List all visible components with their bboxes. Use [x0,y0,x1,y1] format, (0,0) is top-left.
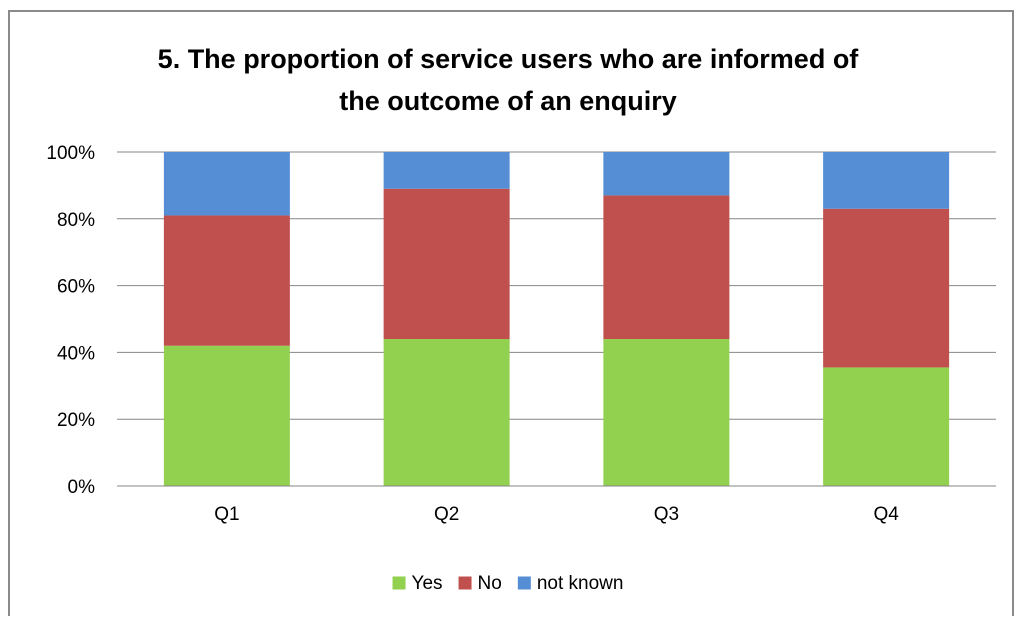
bar-yes [603,339,730,486]
x-tick-label: Q1 [214,504,239,525]
x-tick-label: Q4 [873,504,899,525]
bar-no [823,208,950,368]
x-tick-label: Q3 [654,504,679,525]
legend-swatch-yes [392,576,406,590]
legend-label: not known [537,573,624,594]
chart-title-line-1: 5. The proportion of service users who a… [158,44,860,74]
legend-swatch-no [458,576,472,590]
bar-not-known [383,152,510,189]
bar-not-known [823,152,950,209]
y-tick-label: 60% [57,277,95,298]
bar-not-known [163,152,290,216]
legend: Yes No not known [392,573,624,594]
bar-no [163,215,290,346]
chart-title-line-2: the outcome of an enquiry [339,86,677,116]
bar-yes [163,345,290,486]
legend-label: Yes [412,573,443,594]
y-tick-label: 20% [57,410,95,431]
bar-yes [823,367,950,486]
y-tick-label: 100% [46,143,95,164]
bar-not-known [603,152,730,196]
bar-no [603,195,730,340]
bar-no [383,188,510,340]
y-tick-label: 80% [57,210,95,231]
x-tick-label: Q2 [434,504,459,525]
bar-yes [383,339,510,486]
legend-swatch-not-known [517,576,531,590]
y-tick-label: 40% [57,343,95,364]
legend-label: No [478,573,502,594]
y-tick-label: 0% [68,477,96,498]
plot-area: 0% 20% 40% 60% 80% 100% Q1 Q2 Q3 Q4 [46,143,996,525]
